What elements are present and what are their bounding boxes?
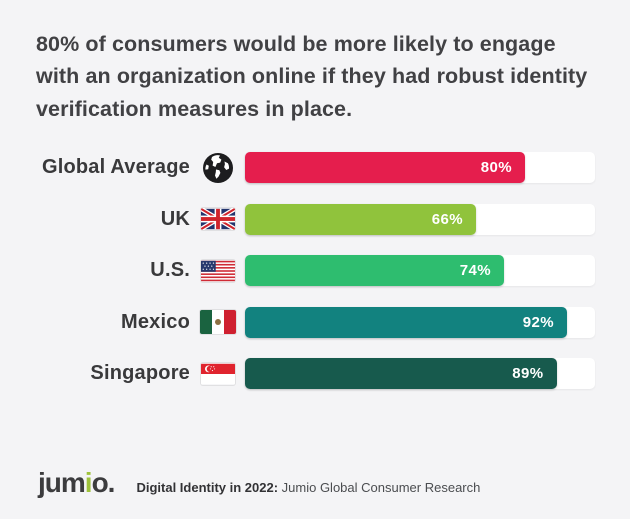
bar-value: 89% — [512, 365, 544, 382]
us-flag-icon — [190, 260, 245, 282]
bar-fill: 92% — [245, 306, 567, 338]
bar-row-global-average: Global Average 80% — [0, 152, 630, 183]
row-label: Singapore — [90, 362, 190, 384]
bar-row-us: U.S. — [0, 255, 630, 286]
bar-value: 80% — [480, 159, 512, 176]
source-bold: Digital Identity in 2022: — [136, 480, 279, 495]
bar-track: 74% — [245, 255, 595, 286]
bar-value: 74% — [459, 262, 491, 279]
bar-fill: 80% — [245, 152, 525, 183]
source-text: Digital Identity in 2022: Jumio Global C… — [136, 480, 480, 495]
globe-icon — [190, 152, 245, 184]
bar-value: 92% — [522, 313, 554, 331]
row-label: UK — [160, 207, 190, 230]
singapore-flag-icon — [190, 363, 245, 385]
source-rest: Jumio Global Consumer Research — [278, 480, 481, 495]
bar-value: 66% — [431, 210, 463, 228]
jumio-logo: jumio. — [38, 467, 116, 498]
footer: jumio. Digital Identity in 2022: Jumio G… — [38, 469, 480, 497]
bar-row-singapore: Singapore 89% — [0, 358, 630, 389]
page-title: 80% of consumers would be more likely to… — [36, 32, 588, 121]
row-label: U.S. — [150, 259, 190, 281]
bar-track: 92% — [245, 306, 595, 338]
bar-row-uk: UK 66% — [0, 203, 630, 235]
bar-track: 80% — [245, 152, 595, 183]
mexico-flag-icon — [190, 310, 245, 334]
bar-track: 89% — [245, 358, 595, 389]
logo-part-o: o. — [91, 467, 116, 498]
bar-track: 66% — [245, 203, 595, 235]
bar-row-mexico: Mexico 92% — [0, 306, 630, 338]
logo-part-jum: jum — [38, 467, 86, 498]
row-label: Global Average — [41, 156, 190, 178]
row-label: Mexico — [120, 310, 190, 333]
uk-flag-icon — [190, 208, 245, 230]
bar-fill: 74% — [245, 255, 504, 286]
bar-chart: Global Average 80% UK — [0, 152, 630, 410]
logo-part-i: i — [84, 467, 93, 498]
bar-fill: 89% — [245, 358, 557, 389]
bar-fill: 66% — [245, 203, 476, 235]
